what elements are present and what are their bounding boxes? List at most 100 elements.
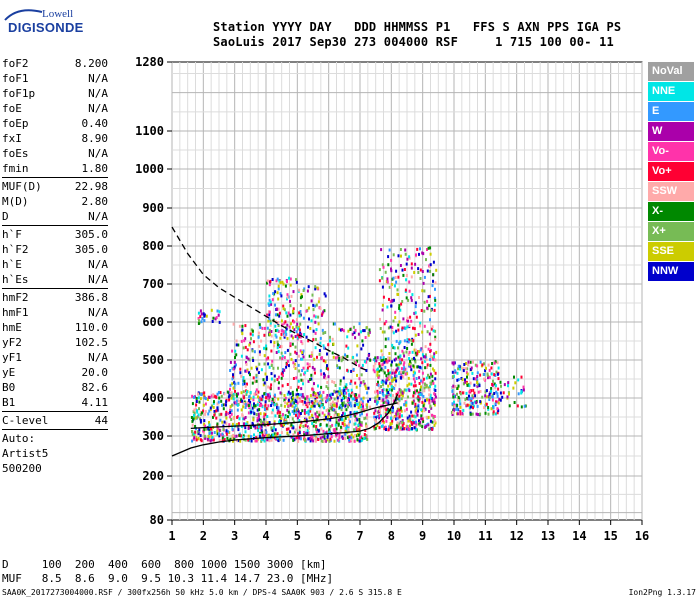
x-tick-label: 16 <box>635 529 649 543</box>
echo-point <box>262 420 265 424</box>
echo-point <box>401 427 404 431</box>
echo-point <box>376 368 379 372</box>
echo-point <box>338 387 341 391</box>
echo-point <box>389 382 392 386</box>
echo-point <box>259 396 262 400</box>
echo-point <box>245 393 248 396</box>
echo-point <box>317 315 320 319</box>
echo-point <box>466 403 469 407</box>
y-tick-label: 200 <box>142 469 164 483</box>
echo-point <box>263 354 266 358</box>
echo-point <box>244 406 247 409</box>
echo-point <box>466 372 469 376</box>
echo-point <box>378 268 381 272</box>
echo-point <box>427 415 430 419</box>
echo-point <box>412 384 415 388</box>
echo-point <box>422 395 425 398</box>
echo-point <box>325 400 328 404</box>
echo-point <box>475 412 478 416</box>
echo-point <box>266 375 268 379</box>
echo-point <box>428 388 431 392</box>
echo-point <box>277 406 280 410</box>
echo-point <box>472 388 475 392</box>
echo-point <box>344 432 347 436</box>
echo-point <box>270 302 273 306</box>
echo-point <box>283 356 286 360</box>
echo-point <box>248 343 251 347</box>
echo-point <box>397 293 400 296</box>
echo-point <box>434 371 437 375</box>
param-row: foE N/A <box>2 101 108 116</box>
echo-point <box>296 407 299 411</box>
echo-point <box>497 377 500 381</box>
echo-point <box>223 392 226 396</box>
echo-point <box>297 379 300 383</box>
echo-point <box>287 364 290 368</box>
echo-point <box>412 370 415 374</box>
echo-point <box>400 254 402 258</box>
echo-point <box>301 369 304 372</box>
echo-point <box>418 397 421 401</box>
echo-point <box>496 361 499 365</box>
echo-point <box>230 412 233 416</box>
echo-point <box>360 439 363 442</box>
echo-point <box>405 403 408 407</box>
param-name: fmin <box>2 162 29 175</box>
echo-point <box>399 408 402 412</box>
echo-point <box>374 362 377 366</box>
echo-point <box>383 371 386 375</box>
echo-point <box>281 413 284 417</box>
echo-point <box>420 357 423 361</box>
echo-point <box>414 415 417 419</box>
echo-point <box>274 290 277 294</box>
echo-point <box>216 432 219 436</box>
echo-point <box>342 411 344 415</box>
echo-point <box>393 415 396 418</box>
echo-point <box>380 380 383 384</box>
echo-point <box>212 415 214 419</box>
echo-point <box>331 392 334 396</box>
param-name: foEs <box>2 147 29 160</box>
echo-point <box>382 420 385 424</box>
echo-point <box>337 355 340 359</box>
echo-point <box>363 360 366 364</box>
echo-point <box>241 328 244 332</box>
echo-point <box>289 344 292 348</box>
echo-point <box>213 410 216 413</box>
echo-point <box>395 374 398 378</box>
echo-point <box>317 438 320 441</box>
echo-point <box>259 353 261 357</box>
echo-point <box>467 360 470 364</box>
echo-point <box>376 370 379 374</box>
echo-point <box>452 362 455 366</box>
echo-point <box>465 391 468 395</box>
echo-point <box>387 401 390 405</box>
echo-point <box>373 415 376 419</box>
echo-point <box>393 358 396 362</box>
echo-point <box>357 406 360 409</box>
footer-file-info: SAA0K_2017273004000.RSF / 300fx256h 50 k… <box>2 588 402 597</box>
echo-point <box>291 404 294 408</box>
echo-point <box>358 439 361 443</box>
echo-point <box>232 439 234 443</box>
echo-point <box>241 324 244 328</box>
echo-point <box>294 359 297 363</box>
echo-point <box>376 391 379 395</box>
param-name: foE <box>2 102 22 115</box>
echo-point <box>393 387 396 390</box>
echo-point <box>199 309 202 313</box>
echo-point <box>507 381 510 385</box>
echo-point <box>291 326 294 330</box>
echo-point <box>332 355 335 359</box>
echo-point <box>368 330 371 334</box>
echo-point <box>228 423 231 427</box>
echo-point <box>289 392 292 396</box>
echo-point <box>429 393 432 397</box>
echo-point <box>362 396 365 400</box>
echo-point <box>424 407 427 411</box>
echo-point <box>339 389 342 393</box>
echo-point <box>401 391 404 395</box>
echo-point <box>333 389 336 393</box>
echo-point <box>365 425 368 428</box>
echo-point <box>395 357 397 361</box>
